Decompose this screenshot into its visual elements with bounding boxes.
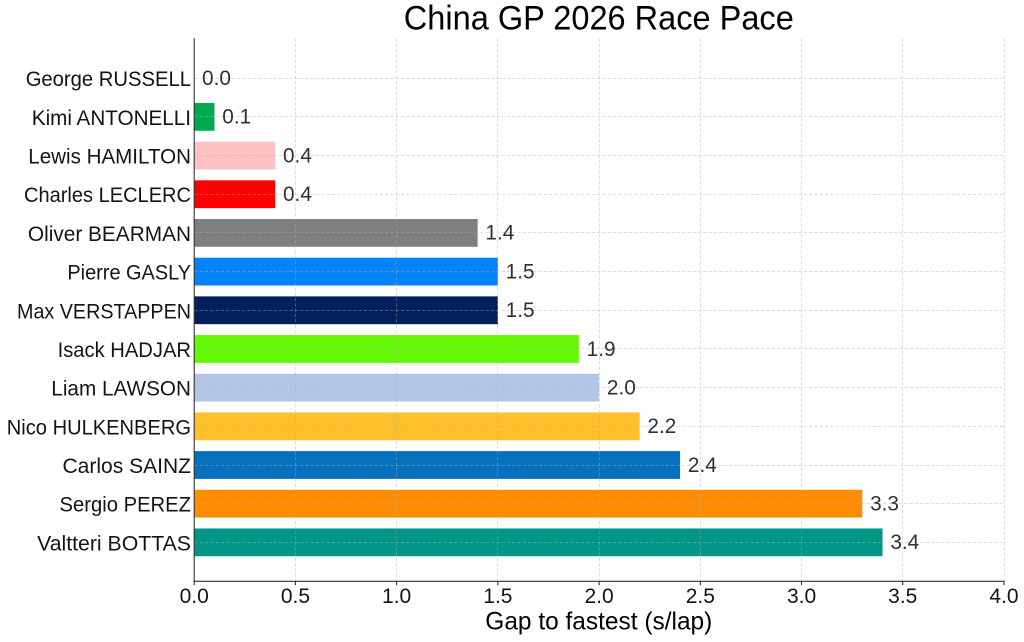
svg-text:Gap to fastest (s/lap): Gap to fastest (s/lap): [485, 608, 712, 636]
svg-text:Sergio PEREZ: Sergio PEREZ: [60, 493, 192, 517]
svg-text:Kimi ANTONELLI: Kimi ANTONELLI: [32, 106, 191, 130]
svg-text:3.5: 3.5: [888, 585, 917, 608]
svg-text:3.3: 3.3: [870, 492, 899, 515]
svg-text:1.9: 1.9: [587, 338, 616, 361]
svg-text:Pierre GASLY: Pierre GASLY: [67, 261, 191, 285]
svg-text:Max VERSTAPPEN: Max VERSTAPPEN: [17, 299, 191, 323]
svg-text:0.1: 0.1: [222, 106, 251, 129]
svg-text:2.0: 2.0: [607, 376, 636, 399]
svg-text:2.5: 2.5: [686, 585, 715, 608]
svg-text:1.5: 1.5: [483, 585, 512, 608]
svg-text:Charles LECLERC: Charles LECLERC: [24, 183, 191, 207]
svg-text:0.5: 0.5: [281, 585, 310, 608]
svg-text:Nico HULKENBERG: Nico HULKENBERG: [7, 415, 191, 439]
svg-text:2.2: 2.2: [647, 415, 676, 438]
svg-text:0.0: 0.0: [202, 67, 231, 90]
svg-text:1.0: 1.0: [382, 585, 411, 608]
svg-text:Valtteri BOTTAS: Valtteri BOTTAS: [37, 531, 191, 555]
svg-text:0.0: 0.0: [180, 585, 209, 608]
svg-text:China GP 2026 Race Pace: China GP 2026 Race Pace: [404, 0, 794, 38]
svg-text:3.4: 3.4: [890, 531, 919, 554]
svg-text:Lewis HAMILTON: Lewis HAMILTON: [28, 145, 191, 169]
svg-text:0.4: 0.4: [283, 144, 312, 167]
svg-text:1.5: 1.5: [506, 299, 535, 322]
svg-text:Isack HADJAR: Isack HADJAR: [58, 338, 191, 362]
svg-text:George RUSSELL: George RUSSELL: [26, 67, 191, 91]
svg-text:1.5: 1.5: [506, 260, 535, 283]
svg-text:Oliver BEARMAN: Oliver BEARMAN: [28, 222, 191, 246]
svg-text:1.4: 1.4: [485, 222, 514, 245]
svg-text:4.0: 4.0: [989, 585, 1018, 608]
svg-text:Liam LAWSON: Liam LAWSON: [51, 377, 191, 401]
svg-text:Carlos SAINZ: Carlos SAINZ: [63, 454, 192, 478]
svg-text:3.0: 3.0: [787, 585, 816, 608]
svg-text:0.4: 0.4: [283, 183, 312, 206]
svg-text:2.0: 2.0: [584, 585, 613, 608]
svg-text:2.4: 2.4: [688, 454, 717, 477]
